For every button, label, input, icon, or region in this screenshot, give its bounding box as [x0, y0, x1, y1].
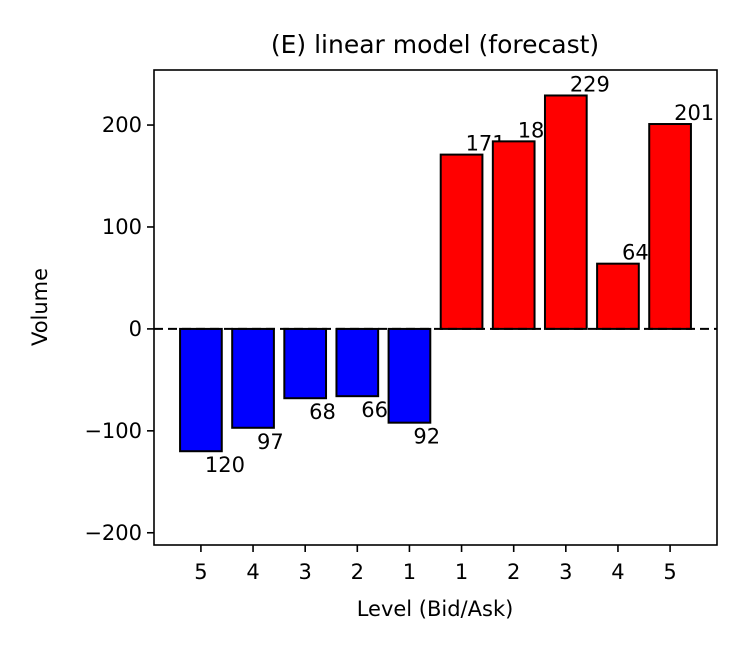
data-label: 201 — [674, 101, 714, 125]
plot-frame — [153, 69, 718, 546]
data-label: 229 — [570, 72, 610, 96]
y-tick-label: 200 — [102, 113, 142, 137]
x-axis-label: Level (Bid/Ask) — [357, 597, 514, 621]
bar — [648, 123, 692, 330]
y-tick-label: 100 — [102, 215, 142, 239]
bar — [543, 94, 588, 330]
bar — [335, 327, 380, 398]
bar — [596, 262, 640, 330]
x-tick-label: 5 — [663, 560, 676, 584]
bar — [283, 327, 328, 400]
bar — [439, 153, 484, 330]
bar — [491, 140, 536, 330]
y-tick-label: −200 — [84, 521, 142, 545]
x-tick-label: 2 — [507, 560, 520, 584]
x-tick-label: 5 — [194, 560, 207, 584]
data-label: 97 — [257, 430, 284, 454]
x-tick-label: 1 — [455, 560, 468, 584]
data-label: 92 — [413, 425, 440, 449]
x-tick-label: 3 — [298, 560, 311, 584]
data-label: 64 — [622, 241, 649, 265]
y-axis-label: Volume — [28, 268, 52, 346]
x-tick-label: 1 — [403, 560, 416, 584]
data-label: 66 — [361, 398, 388, 422]
x-tick-label: 3 — [559, 560, 572, 584]
x-tick-label: 4 — [611, 560, 624, 584]
bar — [387, 327, 432, 424]
data-label: 120 — [205, 453, 245, 477]
plot-area: −200−10001002005120497368266192117121843… — [84, 72, 717, 584]
bar — [231, 327, 275, 429]
data-label: 68 — [309, 400, 336, 424]
x-tick-label: 2 — [351, 560, 364, 584]
y-tick-label: 0 — [129, 317, 142, 341]
bar — [179, 327, 223, 453]
x-tick-label: 4 — [246, 560, 259, 584]
chart-title: (E) linear model (forecast) — [271, 30, 599, 59]
y-tick-label: −100 — [84, 419, 142, 443]
